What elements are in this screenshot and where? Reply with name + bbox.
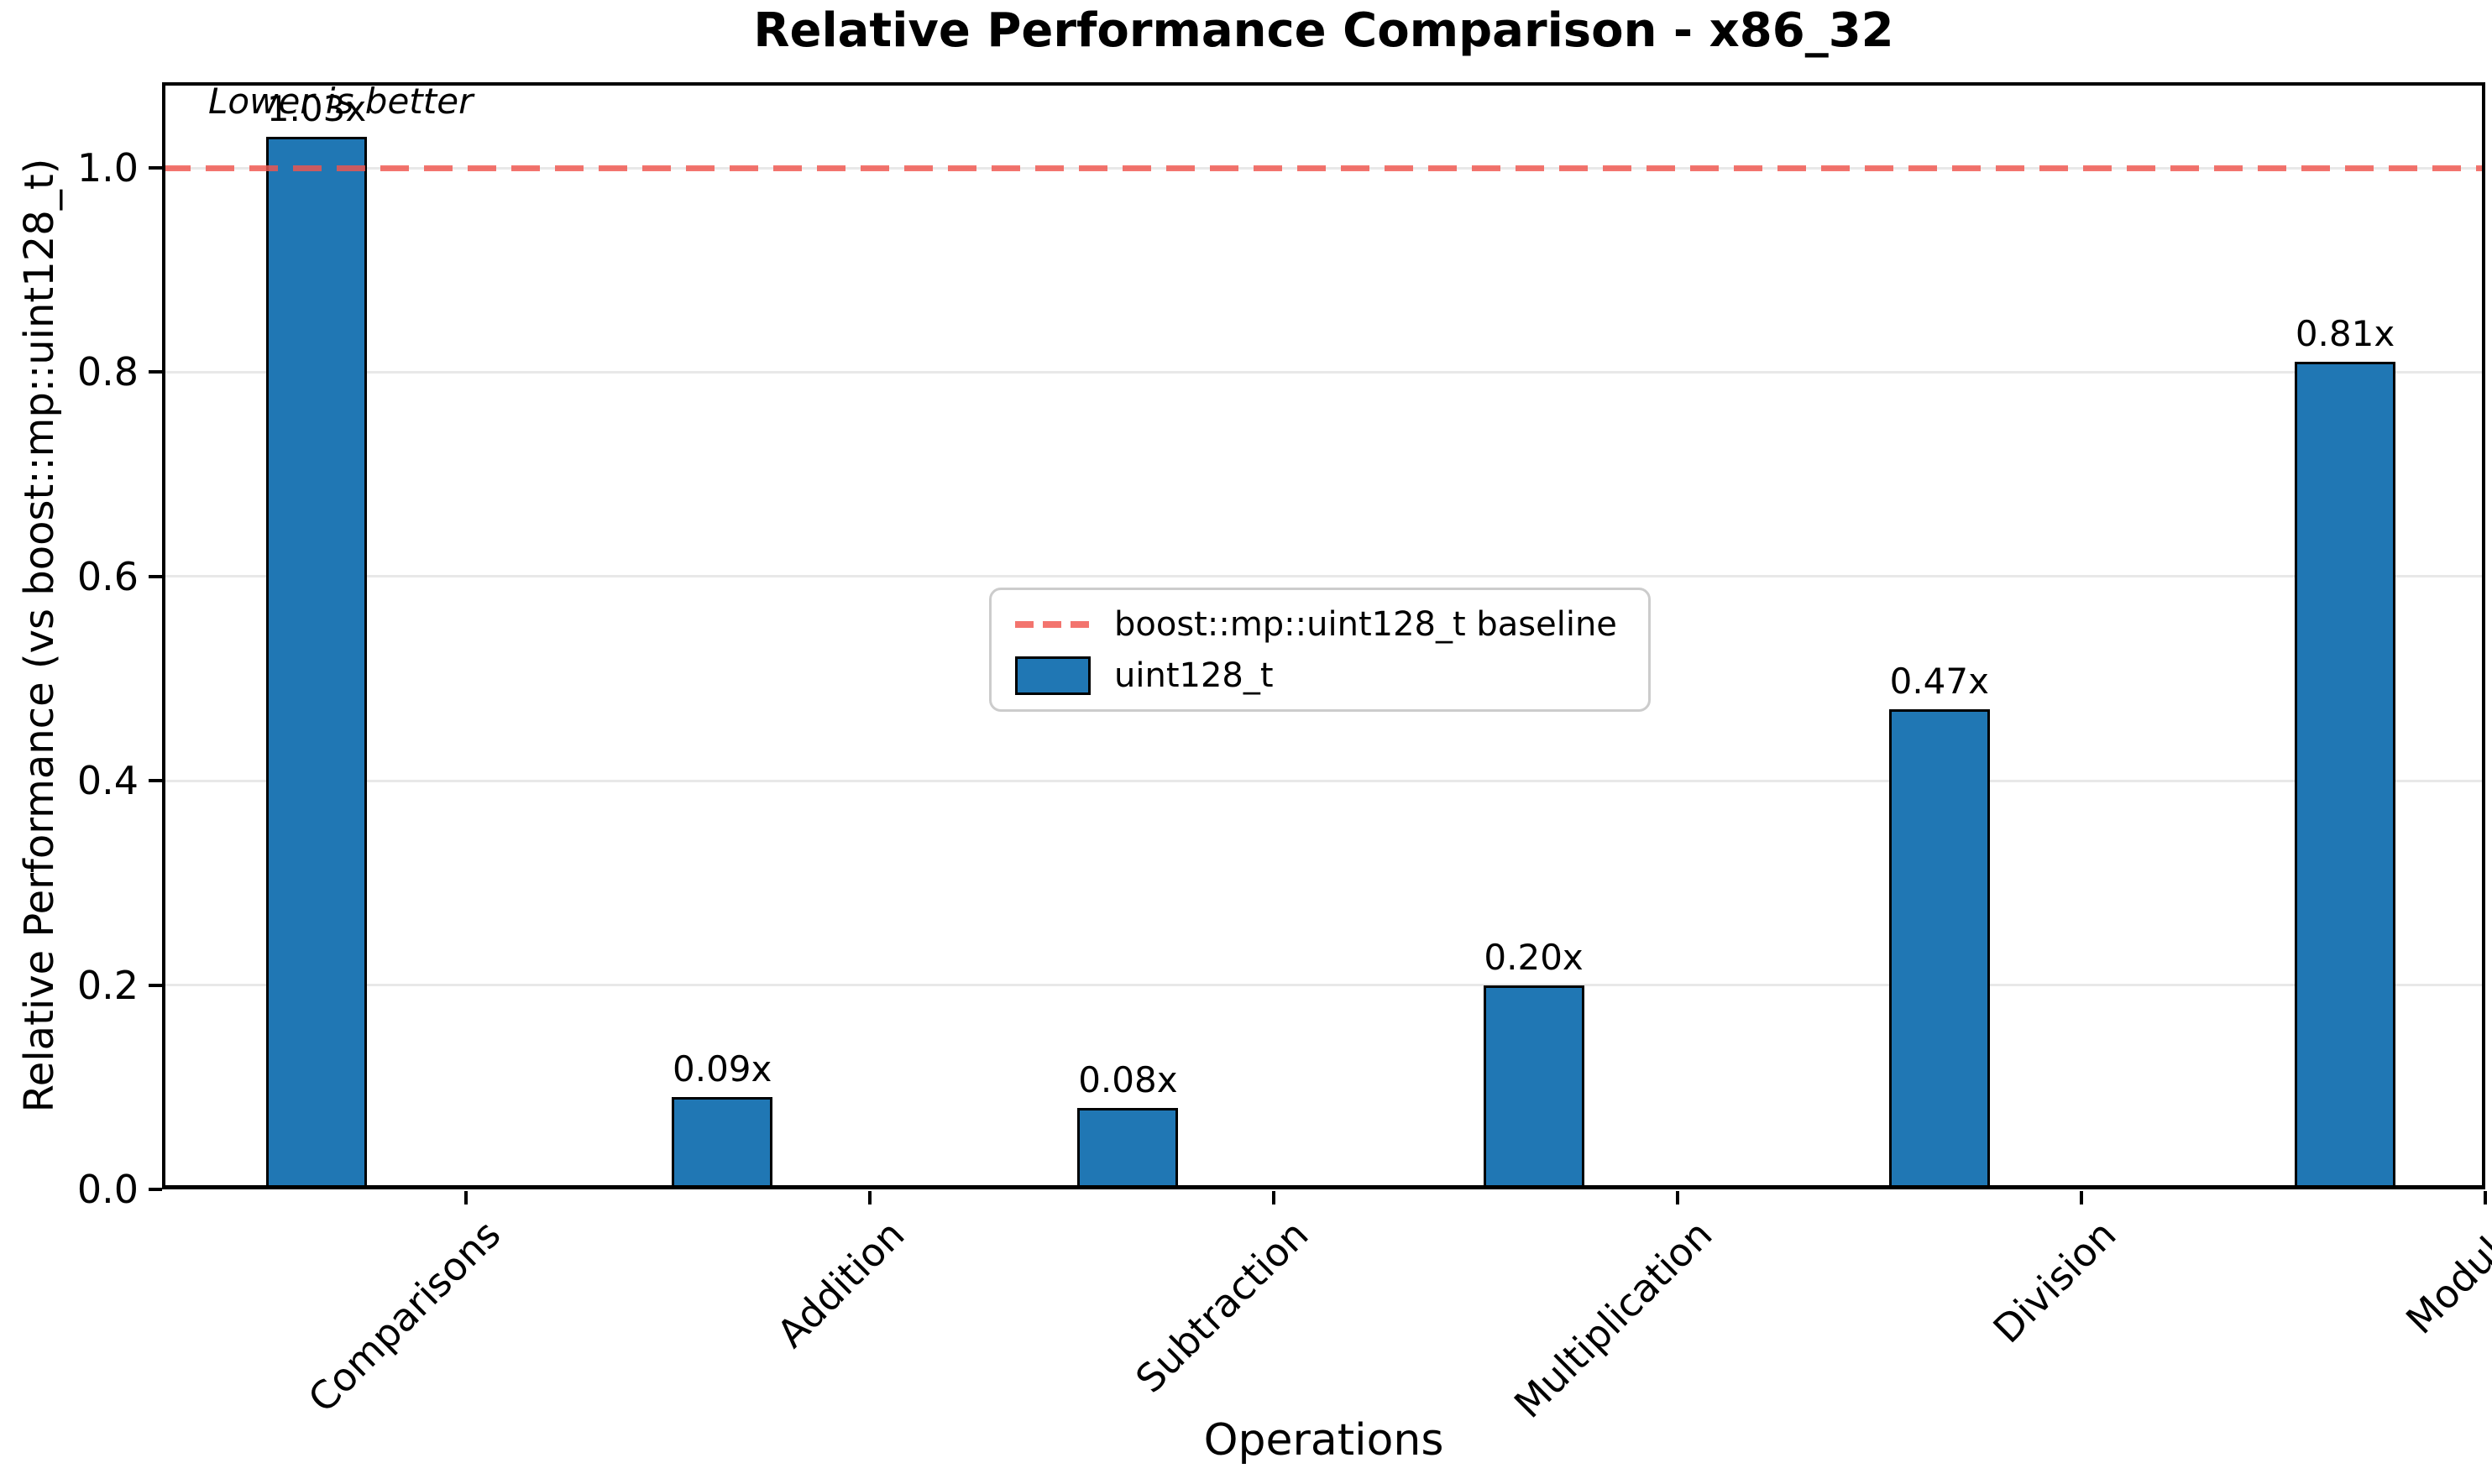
y-tick-mark (149, 779, 162, 783)
y-tick-label: 0.4 (76, 758, 139, 804)
y-tick-mark (149, 574, 162, 578)
x-tick-mark (1272, 1191, 1275, 1204)
annotation-lower-is-better: Lower is better (208, 81, 474, 122)
bar (1483, 985, 1584, 1189)
y-tick-label: 0.2 (76, 962, 139, 1008)
y-tick-label: 0.0 (76, 1167, 139, 1212)
legend-entry-baseline: boost::mp::uint128_t baseline (1015, 605, 1625, 644)
baseline-dash-sample-icon (1015, 620, 1091, 628)
x-axis-label: Operations (1203, 1415, 1444, 1466)
gridline (162, 370, 2485, 374)
legend-entry-series: uint128_t (1015, 656, 1625, 695)
y-tick-label: 0.8 (76, 349, 139, 395)
y-tick-label: 1.0 (76, 145, 139, 191)
bar (2295, 362, 2395, 1189)
series-color-patch-icon (1015, 656, 1091, 695)
gridline (162, 779, 2485, 782)
bar (1077, 1107, 1179, 1189)
x-tick-mark (868, 1191, 872, 1204)
bar-value-label: 0.08x (1078, 1058, 1178, 1100)
bar-value-label: 1.03x (266, 88, 367, 130)
bar-value-label: 0.81x (2295, 313, 2395, 355)
legend-baseline-label: boost::mp::uint128_t baseline (1114, 604, 1617, 644)
chart-title: Relative Performance Comparison - x86_32 (753, 3, 1894, 58)
y-tick-mark (149, 370, 162, 374)
bar-value-label: 0.47x (1889, 661, 1989, 702)
x-tick-mark (464, 1191, 468, 1204)
y-tick-mark (149, 166, 162, 170)
bar (672, 1097, 773, 1189)
legend-series-label: uint128_t (1114, 656, 1274, 695)
legend: boost::mp::uint128_t baseline uint128_t (989, 588, 1651, 712)
bar-value-label: 0.09x (673, 1048, 772, 1090)
x-tick-mark (1676, 1191, 1679, 1204)
y-axis-label: Relative Performance (vs boost::mp::uint… (16, 158, 63, 1113)
y-tick-label: 0.6 (76, 553, 139, 599)
gridline (162, 575, 2485, 578)
x-tick-mark (2080, 1191, 2083, 1204)
bar (1888, 709, 1990, 1189)
gridline (162, 984, 2485, 987)
bar (266, 137, 367, 1189)
x-tick-mark (2484, 1191, 2487, 1204)
baseline-line (162, 165, 2485, 171)
bar-value-label: 0.20x (1484, 936, 1584, 978)
y-tick-mark (149, 1188, 162, 1191)
y-tick-mark (149, 983, 162, 987)
